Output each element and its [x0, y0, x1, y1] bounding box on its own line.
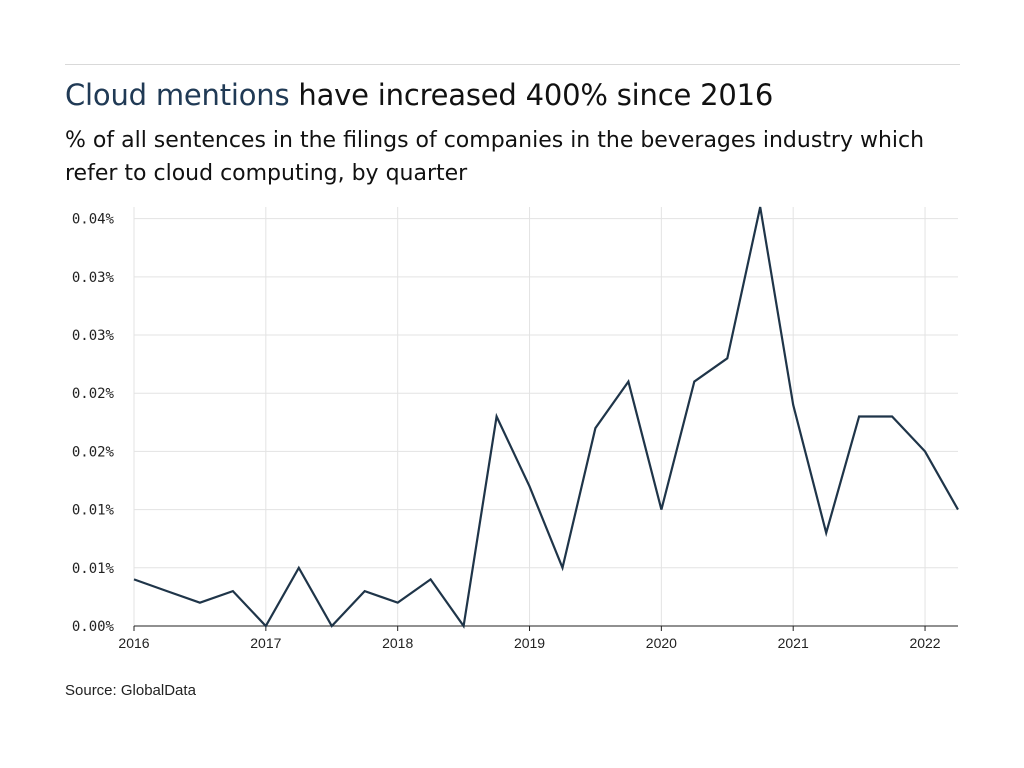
series-line — [133, 206, 959, 629]
y-tick-label: 0.01% — [72, 561, 115, 577]
y-tick-label: 0.01% — [72, 503, 115, 519]
x-tick-label: 2021 — [778, 635, 809, 651]
y-axis-ticks: 0.00% 0.01% 0.01% 0.02% 0.02% 0.03% 0.03% 0.04% — [72, 212, 115, 635]
x-tick-label: 2020 — [646, 635, 677, 651]
y-tick-label: 0.02% — [72, 386, 115, 402]
x-tick-label: 2016 — [118, 635, 149, 651]
x-tick-label: 2017 — [250, 635, 281, 651]
y-tick-label: 0.02% — [72, 444, 115, 460]
grid — [133, 207, 958, 626]
top-rule — [65, 64, 960, 65]
x-axis-ticks: 2016 2017 2018 2019 2020 2021 2022 — [118, 626, 941, 651]
title-highlight: Cloud mentions — [65, 78, 290, 112]
x-tick-label: 2019 — [514, 635, 545, 651]
y-tick-label: 0.04% — [72, 212, 115, 228]
title-rest: have increased 400% since 2016 — [289, 78, 774, 112]
x-tick-label: 2018 — [382, 635, 413, 651]
source-note: Source: GlobalData — [65, 682, 196, 699]
y-tick-label: 0.00% — [72, 619, 115, 635]
y-tick-label: 0.03% — [72, 328, 115, 344]
chart-subtitle: % of all sentences in the filings of com… — [65, 128, 925, 186]
chart-title: Cloud mentions have increased 400% since… — [65, 78, 773, 112]
y-tick-label: 0.03% — [72, 270, 115, 286]
x-tick-label: 2022 — [909, 635, 940, 651]
series-group — [133, 206, 959, 629]
